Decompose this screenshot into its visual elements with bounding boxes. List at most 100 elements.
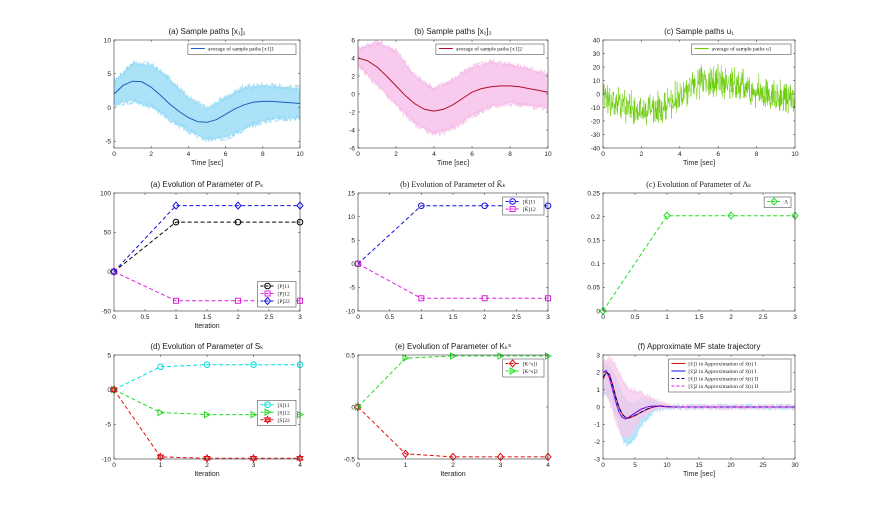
legend-label: average of sample paths [x1]1 [208, 46, 275, 53]
y-tick-label: 0.1 [591, 261, 600, 268]
series-marker [481, 202, 488, 210]
series-marker [497, 352, 505, 360]
y-tick-label: 0.05 [587, 285, 600, 292]
panel-title: (f) Approximate MF state trajectory [638, 342, 761, 351]
legend: [K̃]11[K̃]12 [502, 196, 545, 216]
legend-marker [264, 408, 272, 417]
panel-title: (a) Evolution of Parameter of Pₖ [150, 180, 263, 189]
y-tick-label: 0 [596, 308, 600, 315]
panel-title: (d) Evolution of Parameter of Sₖ [150, 342, 263, 351]
x-tick-label: 2 [394, 151, 398, 158]
plot-area [603, 64, 795, 126]
plot-area [603, 355, 795, 447]
x-tick-label: 2 [451, 462, 455, 469]
x-tick-label: 10 [791, 151, 799, 158]
legend-box [187, 43, 297, 55]
x-tick-label: 3 [499, 462, 503, 469]
x-tick-label: 2 [640, 151, 644, 158]
y-tick-label: 0.2 [591, 214, 600, 221]
x-tick-label: 0.5 [385, 314, 394, 321]
panel-p5: (b) Evolution of Parameter of K̃ₖ 0 0.5 1 1.… [346, 179, 552, 321]
legend: [x̂]1 in Approximation of x̄(t) I[x̂]2 i… [668, 358, 792, 393]
series-marker [235, 297, 241, 304]
sample-band-edge [358, 62, 548, 137]
legend-label: [x̂]2 in Approximation of x̄(t) I [688, 368, 756, 375]
x-tick-label: 2.5 [264, 314, 273, 321]
legend-marker [508, 359, 517, 368]
series-marker [172, 201, 180, 210]
x-tick-label: 0 [112, 462, 116, 469]
legend-label: [x̂]1 in Approximation of x̄(t) I [688, 361, 756, 368]
panel-title: (b) Sample paths [x₁]₂ [414, 27, 491, 36]
legend-label: [x̂]2 in Approximation of x̄(t) II [688, 383, 758, 390]
plot-area [358, 40, 548, 137]
panel-p7: (d) Evolution of Parameter of Sₖ 0 1 2 3 4 -10… [102, 342, 305, 478]
series-line [114, 271, 300, 302]
legend-label: [K̃]11 [523, 197, 536, 205]
legend-box [691, 43, 792, 55]
series-marker [449, 452, 457, 462]
x-tick-label: 4 [678, 151, 682, 158]
panel-title: (e) Evolution of Parameter of Kₖˢ [395, 342, 511, 351]
series-marker [203, 361, 211, 369]
panel-p8: (e) Evolution of Parameter of Kₖˢ 0 1 2 3 4 -0… [344, 342, 553, 478]
plot-area [114, 59, 300, 143]
x-tick-label: 8 [755, 151, 759, 158]
series-marker [418, 295, 425, 302]
legend: average of sample paths u1 [691, 43, 792, 55]
series-line [358, 57, 548, 112]
legend-label: average of sample paths [x1]2 [456, 46, 523, 53]
y-tick-label: -1 [594, 422, 600, 429]
series-line [603, 370, 795, 420]
panel-title: (a) Sample paths [x₁]₁ [169, 27, 246, 36]
x-tick-label: 0 [601, 462, 605, 469]
legend: [S]11[S]12 [S]22 [257, 400, 297, 426]
y-tick-label: 50 [104, 230, 112, 237]
legend-marker [264, 290, 271, 297]
series-line [358, 205, 548, 265]
y-tick-label: 5 [107, 352, 111, 359]
legend-label: [K^s]2 [523, 369, 538, 375]
x-tick-label: 6 [224, 151, 228, 158]
series-marker [250, 410, 258, 419]
series-marker [450, 352, 458, 360]
x-tick-label: 0 [112, 151, 116, 158]
x-tick-label: 0.5 [140, 314, 149, 321]
legend-marker [264, 401, 271, 409]
x-tick-label: 8 [261, 151, 265, 158]
series-line [603, 215, 795, 311]
y-tick-label: 0 [596, 404, 600, 411]
x-tick-label: 4 [432, 151, 436, 158]
x-tick-label: 1 [159, 462, 163, 469]
y-tick-label: 0 [596, 91, 600, 98]
series-marker [481, 295, 488, 302]
y-tick-label: 0 [107, 269, 111, 276]
x-tick-label: 10 [544, 151, 552, 158]
y-tick-label: -2 [594, 439, 600, 446]
legend-box [668, 358, 792, 393]
y-tick-label: -50 [102, 308, 112, 315]
legend-label: [S]12 [278, 410, 290, 416]
series-marker [157, 408, 165, 417]
x-tick-label: 8 [508, 151, 512, 158]
sample-band [603, 358, 795, 437]
series-marker [204, 410, 212, 419]
y-tick-label: -20 [591, 118, 601, 125]
y-tick-label: 10 [348, 214, 356, 221]
legend-box [257, 281, 297, 308]
series-marker [157, 363, 164, 371]
y-tick-label: 15 [348, 190, 356, 197]
x-tick-label: 2 [483, 314, 487, 321]
series-marker [418, 202, 425, 210]
sample-signal-u1 [603, 64, 795, 126]
x-axis-label: Time [sec] [683, 471, 715, 478]
x-tick-label: 2.5 [512, 314, 521, 321]
x-tick-label: 1 [174, 314, 178, 321]
legend: [K^s]1[K^s]2 [502, 358, 545, 378]
axes-box [602, 192, 796, 312]
x-tick-label: 10 [296, 151, 304, 158]
legend-marker-a [263, 415, 272, 422]
series-marker [173, 297, 179, 304]
